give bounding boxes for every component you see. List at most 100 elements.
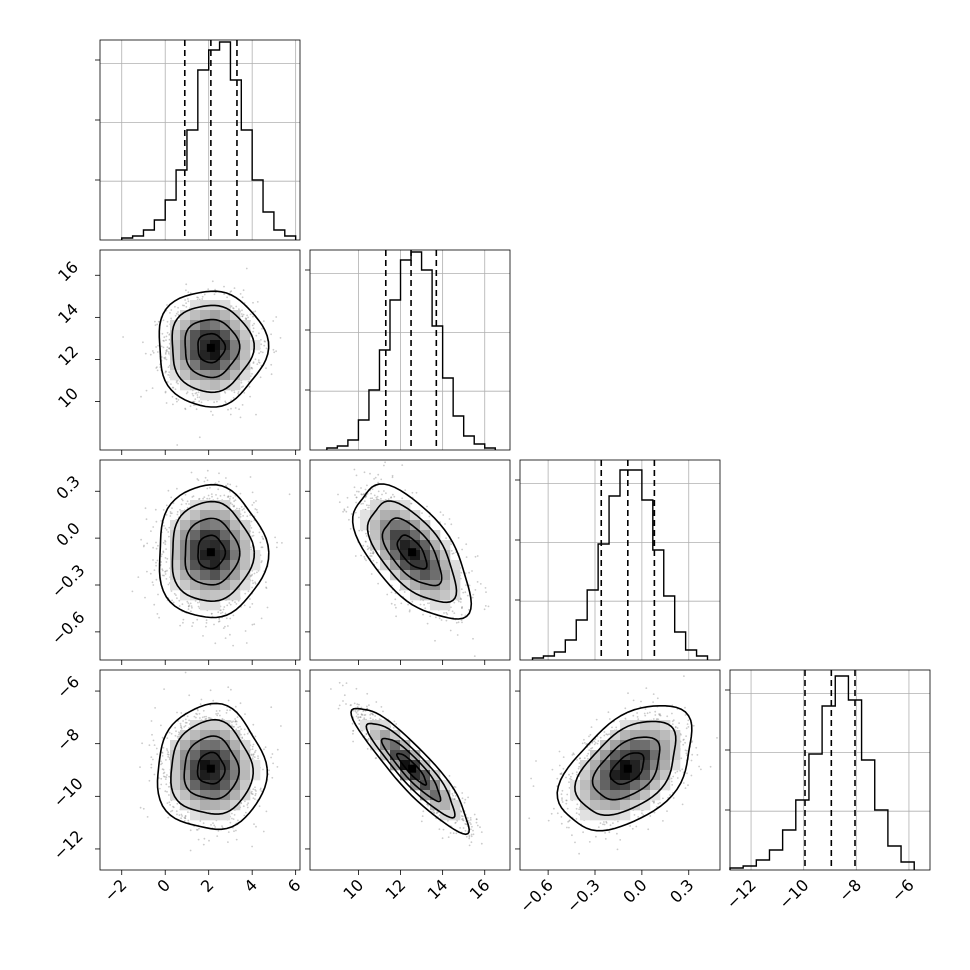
contour-level-1: [197, 332, 227, 364]
contour-level-3: [171, 304, 255, 394]
histogram-panel-2: [305, 249, 511, 451]
x-tick-label: 0.0: [619, 875, 650, 906]
panel-frame: [99, 669, 301, 871]
scatter-panel-3-1: −0.6 −0.3 0.0 0.3: [48, 459, 301, 665]
panel-frame: [99, 249, 301, 451]
x-tick-label: 4: [240, 875, 261, 896]
x-tick-label: 14: [424, 875, 452, 903]
y-tick-label: 14: [54, 300, 82, 328]
grid: [310, 250, 510, 450]
x-tick-label: −6: [888, 875, 918, 905]
y-tick-label: −6: [53, 672, 83, 702]
contours: [350, 707, 471, 836]
contour-level-4: [158, 483, 270, 619]
x-tick-label: 16: [466, 875, 494, 903]
y-tick-label: 16: [54, 257, 82, 285]
contour-level-3: [366, 500, 458, 604]
histogram-step: [531, 469, 709, 660]
contour-level-4: [350, 707, 471, 836]
scatter-panel-4-1: −12 −10 −8 −6: [49, 669, 301, 875]
scatter-panel-4-2: [305, 669, 511, 875]
x-tick-label: −0.6: [516, 875, 557, 916]
contour-level-1: [197, 534, 227, 570]
y-tick-label: −8: [53, 725, 83, 755]
x-tick-label: 10: [339, 875, 367, 903]
contour-level-2: [381, 517, 443, 587]
y-tick-label: −12: [49, 826, 86, 863]
scatter-panel-2-1: 10 12 14 16: [54, 249, 301, 455]
y-tick-label: −10: [49, 774, 86, 811]
contour-level-4: [351, 483, 473, 620]
y-tick-label: −0.6: [48, 608, 89, 649]
contour-level-3: [574, 720, 677, 816]
contours: [556, 705, 693, 832]
panel-frame: [729, 669, 931, 871]
x-tick-label: −2: [100, 875, 130, 905]
contour-level-2: [591, 736, 661, 801]
panel-plot-area: [122, 267, 282, 446]
contours: [351, 483, 473, 620]
histogram-panel-4: [725, 669, 931, 871]
scatter-panel-4-3: [515, 669, 721, 875]
contours: [158, 290, 270, 408]
x-axis-labels-1: −2 0 2 4 6: [100, 875, 304, 905]
peak-marker: [206, 343, 215, 352]
grid: [100, 40, 300, 240]
contours: [158, 483, 270, 619]
contour-level-4: [158, 290, 270, 408]
contour-level-3: [171, 500, 256, 603]
contour-level-2: [380, 737, 442, 803]
histogram-step: [121, 41, 297, 240]
x-tick-label: 2: [197, 875, 218, 896]
peak-marker: [206, 548, 215, 557]
contour-level-3: [365, 722, 456, 819]
x-axis-labels-3: −0.6 −0.3 0.0 0.3: [516, 875, 698, 916]
x-tick-label: −0.3: [563, 875, 604, 916]
contour-level-4: [556, 705, 693, 832]
panel-frame: [309, 669, 511, 871]
contour-level-1: [395, 752, 428, 786]
peak-marker: [623, 764, 632, 773]
y-tick-label: 12: [54, 342, 82, 370]
scatter-panel-3-2: [305, 459, 511, 665]
x-tick-label: 6: [284, 875, 305, 896]
panel-background: [100, 40, 300, 240]
contour-level-2: [183, 735, 240, 800]
contour-level-3: [170, 718, 255, 815]
peak-marker: [408, 764, 417, 773]
x-tick-label: −10: [775, 875, 812, 912]
grid: [730, 670, 930, 870]
panel-frame: [519, 669, 721, 871]
panel-plot-area: [330, 681, 483, 847]
panel-background: [310, 250, 510, 450]
panel-background: [730, 670, 930, 870]
y-tick-label: 0.0: [52, 519, 83, 550]
panel-plot-area: [528, 675, 718, 855]
panel-frame: [99, 459, 301, 661]
contour-level-2: [184, 318, 241, 379]
contour-level-1: [396, 534, 428, 570]
peak-marker: [206, 764, 215, 773]
panel-frame: [309, 249, 511, 451]
x-tick-label: 12: [382, 875, 410, 903]
contour-level-1: [196, 751, 226, 785]
x-tick-label: −8: [835, 875, 865, 905]
y-tick-label: 10: [54, 384, 82, 412]
panel-plot-area: [131, 469, 291, 647]
panel-frame: [99, 39, 301, 241]
x-axis-labels-4: −12 −10 −8 −6: [723, 875, 918, 912]
histogram-step: [729, 675, 915, 870]
contour-level-4: [156, 702, 269, 831]
y-tick-label: −0.3: [48, 561, 89, 602]
x-axis-labels-2: 10 12 14 16: [339, 875, 493, 903]
peak-marker: [408, 548, 417, 557]
contour-level-1: [609, 752, 645, 785]
panel-plot-area: [337, 461, 490, 657]
panel-frame: [519, 459, 721, 661]
histogram-panel-1: [95, 39, 301, 241]
y-tick-label: 0.3: [52, 472, 83, 503]
contour-level-2: [184, 517, 241, 586]
panel-plot-area: [139, 671, 282, 852]
contours: [156, 702, 269, 831]
